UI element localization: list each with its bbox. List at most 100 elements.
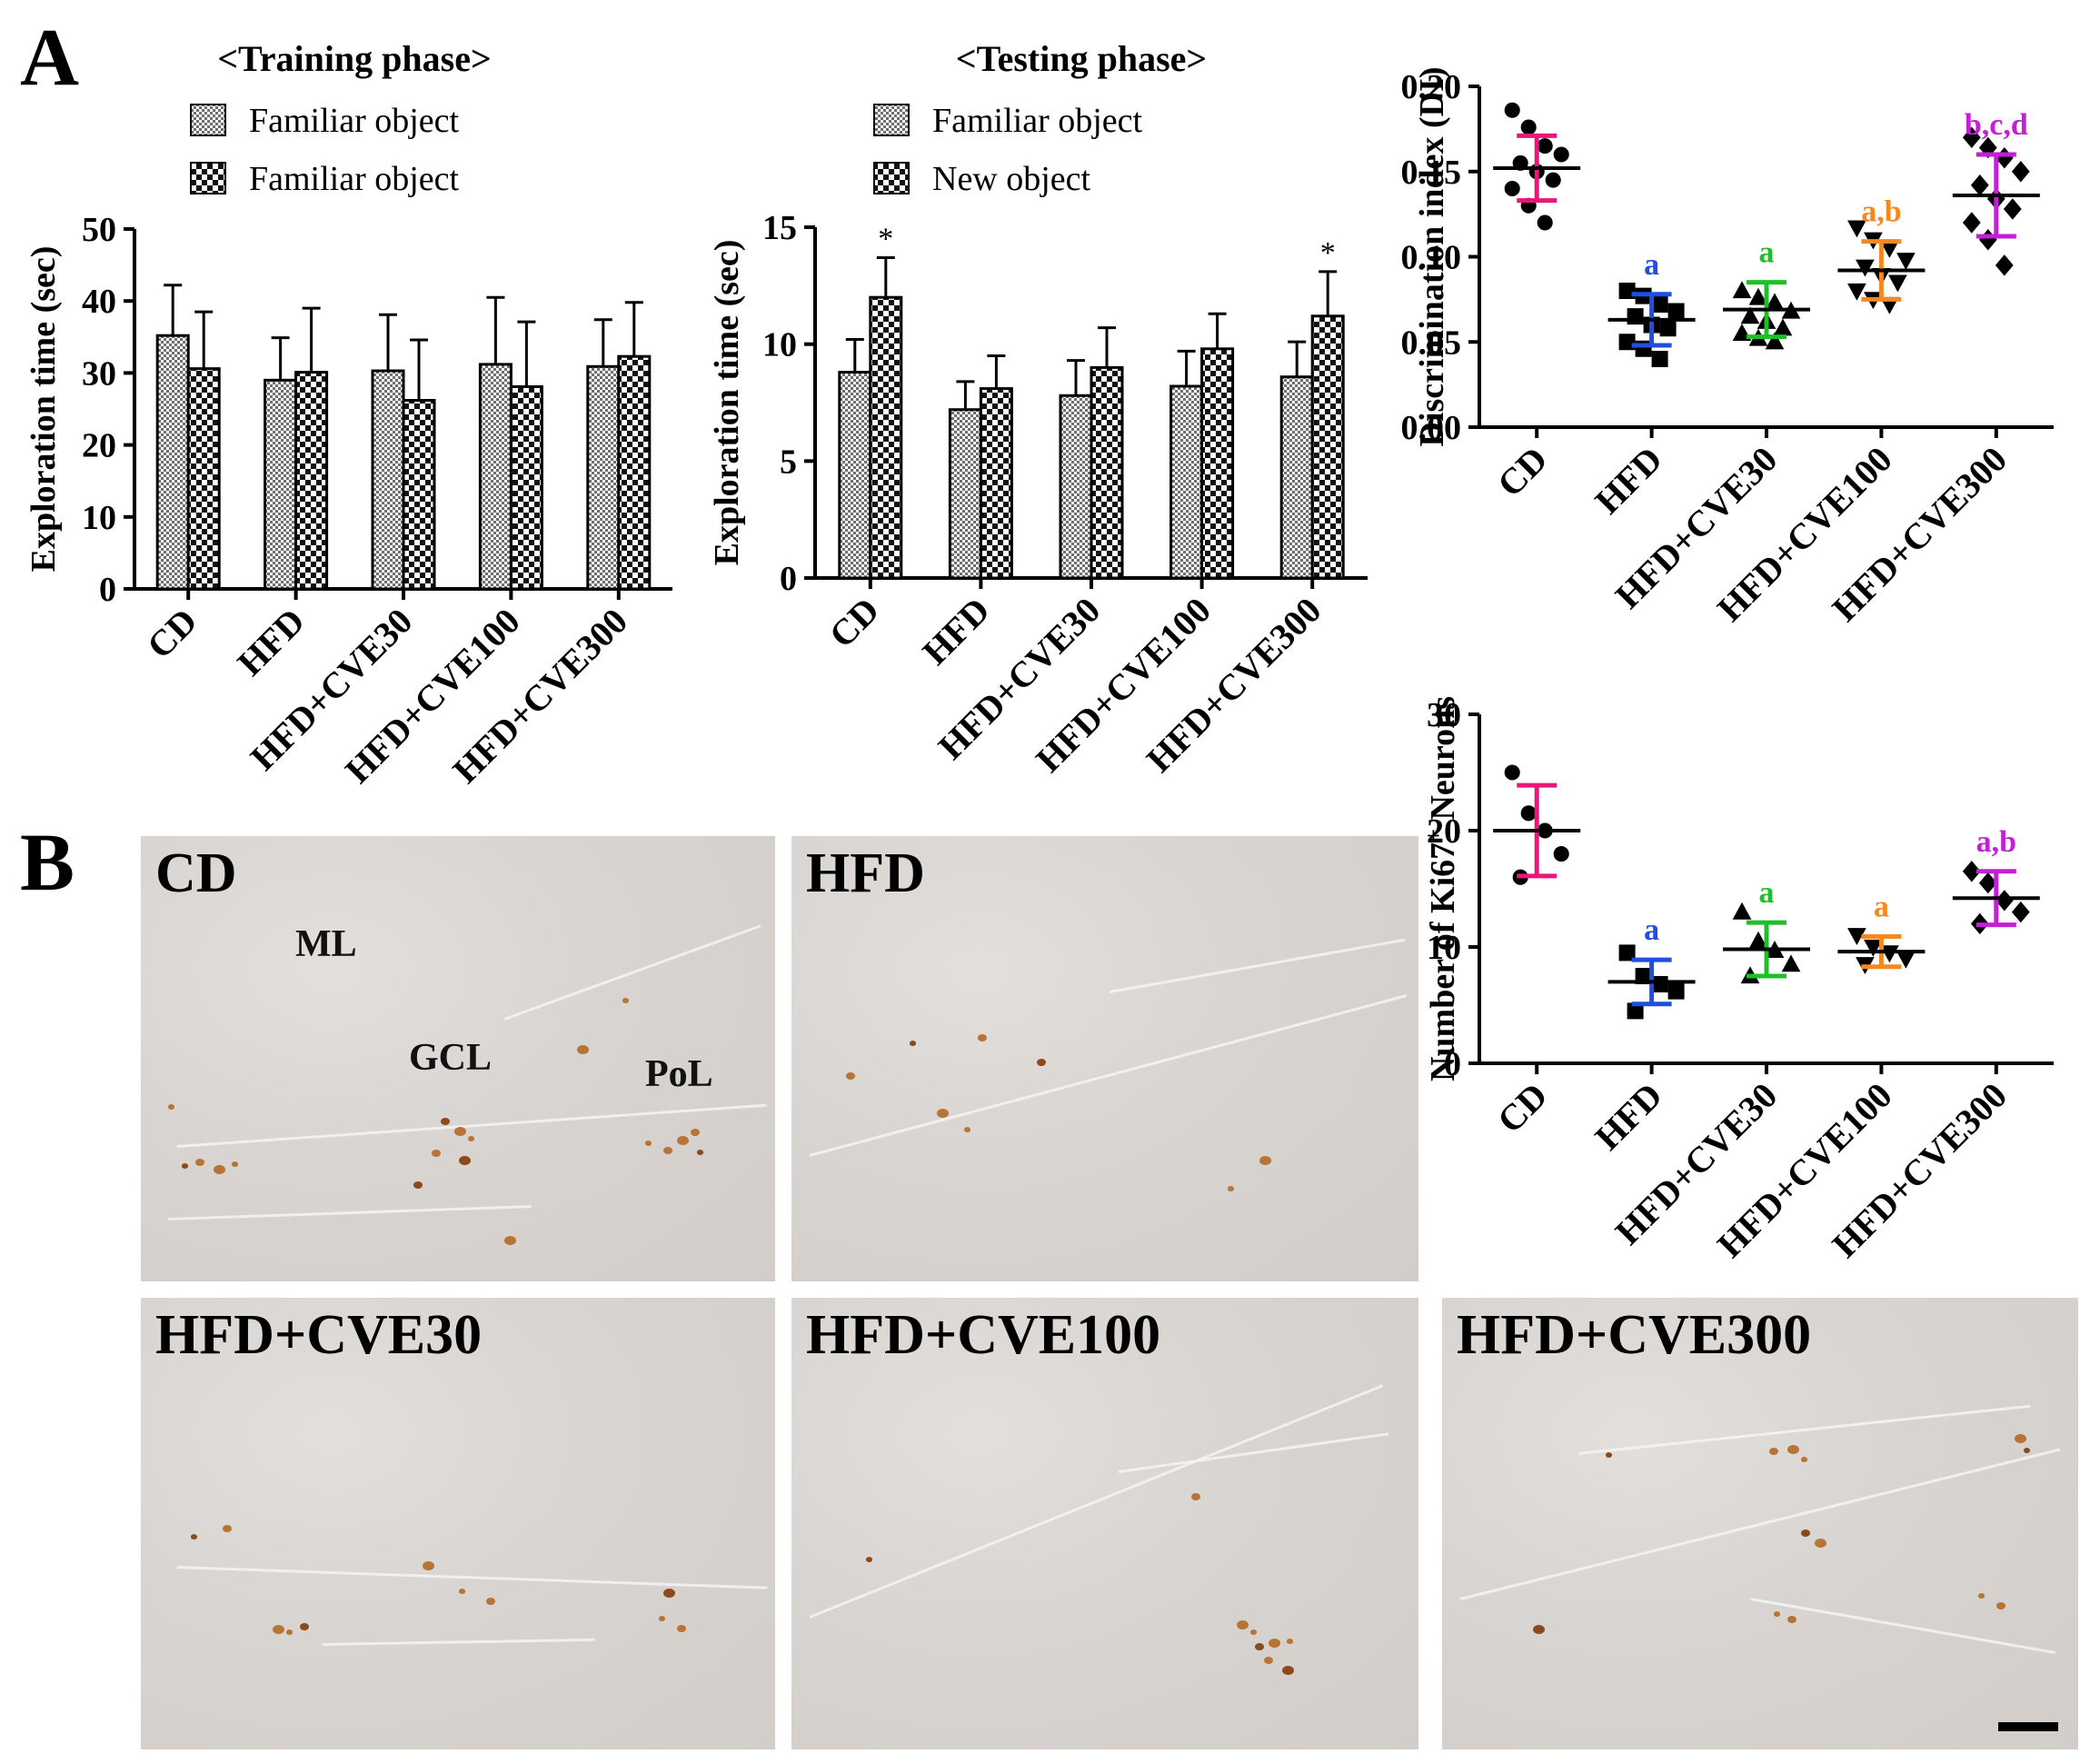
y-tick-label: 30 [1427, 696, 1461, 734]
ki67-positive-cell [1269, 1639, 1280, 1649]
legend-entry: Familiar object [249, 102, 460, 140]
x-tick-label: HFD [229, 601, 313, 684]
significance-star: * [878, 222, 893, 255]
legend-swatch [190, 104, 226, 136]
micrograph-cd: CD ML GCL PoL [141, 836, 775, 1281]
ki67-positive-cell [1801, 1457, 1807, 1462]
bar [155, 334, 190, 591]
ki67-positive-cell [168, 1104, 174, 1110]
data-point [1978, 872, 1997, 894]
ki67-positive-cell [846, 1072, 855, 1080]
ki67-positive-cell [677, 1136, 689, 1146]
tissue-fissure [1750, 1598, 2056, 1655]
data-point [1618, 944, 1636, 962]
data-point [1847, 283, 1866, 301]
bar [1169, 384, 1204, 580]
ki67-positive-cell [423, 1561, 434, 1571]
ki67-positive-cell [504, 1236, 516, 1246]
bar [1200, 347, 1235, 580]
significance-label: a [1759, 876, 1775, 910]
bar [586, 364, 621, 591]
data-point [1504, 180, 1520, 197]
ki67-positive-cell [1996, 1602, 2005, 1610]
data-point [1520, 119, 1537, 135]
tissue-fissure [322, 1638, 595, 1646]
ki67-positive-cell [1287, 1639, 1293, 1644]
micrograph-hfd: HFD [791, 836, 1418, 1281]
ki67-positive-cell [663, 1589, 675, 1599]
significance-label: b,c,d [1965, 108, 2028, 142]
data-point [1896, 253, 1916, 271]
ki67-positive-cell [273, 1625, 284, 1635]
y-tick-label: 10 [762, 326, 797, 364]
ki67-positive-cell [663, 1147, 672, 1154]
data-point [1962, 861, 1981, 882]
y-tick-label: 50 [82, 211, 116, 249]
y-axis-label-part: Neurons [1424, 696, 1462, 829]
legend-swatch [873, 162, 910, 194]
ki67-positive-cell [1282, 1666, 1294, 1676]
tissue-fissure [1459, 1448, 2061, 1600]
data-point [1978, 136, 1997, 159]
data-point [1880, 945, 1899, 963]
tissue-fissure [503, 924, 761, 1021]
ki67-positive-cell [1978, 1593, 1985, 1599]
data-point [1765, 332, 1785, 350]
data-point [1748, 287, 1768, 305]
region-label-ml: ML [295, 923, 357, 965]
data-point [1847, 220, 1866, 238]
data-point [1651, 351, 1668, 367]
bar [617, 354, 652, 591]
ki67-positive-cell [1533, 1625, 1545, 1635]
bar [838, 371, 872, 580]
ki67-positive-cell [2024, 1448, 2030, 1453]
x-tick-label: HFD [914, 590, 998, 673]
tissue-fissure [167, 1205, 532, 1221]
data-point [1748, 931, 1768, 949]
ki67-positive-cell [432, 1150, 441, 1157]
ki67-positive-cell [286, 1629, 293, 1635]
y-axis-label-part: Number of Ki67 [1424, 842, 1462, 1081]
ki67-positive-cell [1769, 1448, 1778, 1455]
ki67-positive-cell [1264, 1657, 1273, 1664]
data-point [1651, 975, 1668, 992]
ki67-positive-cell [1787, 1445, 1799, 1455]
panel-a-label: A [20, 13, 79, 103]
ki67-positive-cell [1606, 1452, 1612, 1458]
ki67-positive-cell [645, 1141, 652, 1146]
ki67-positive-cell [300, 1623, 309, 1630]
ki67-positive-cell [413, 1181, 423, 1189]
ki67-positive-cell [459, 1589, 465, 1594]
y-axis-label: Exploration time (sec) [25, 246, 63, 573]
bar [294, 371, 329, 591]
bar [509, 384, 543, 591]
data-point [1962, 126, 1981, 148]
micrograph-hfd-cve300: HFD+CVE300 [1442, 1298, 2078, 1749]
micrograph-hfd-cve30: HFD+CVE30 [141, 1298, 775, 1749]
bar [186, 367, 221, 591]
legend-entry: New object [932, 160, 1091, 198]
y-tick-label: 30 [82, 354, 116, 393]
data-point [1864, 939, 1883, 957]
ki67-positive-cell [1037, 1059, 1046, 1066]
data-point [1781, 954, 1801, 972]
data-point [1553, 146, 1569, 163]
y-tick-label: 0.10 [1401, 239, 1462, 277]
y-axis-label: Exploration time (sec) [708, 240, 746, 566]
ki67-positive-cell [441, 1118, 450, 1125]
data-point [1504, 102, 1520, 118]
data-point [1627, 1002, 1644, 1020]
tissue-fissure [1577, 1404, 2031, 1455]
x-tick-label: CD [139, 601, 205, 667]
data-point [1880, 241, 1899, 258]
significance-label: a [1874, 890, 1889, 923]
ki67-positive-cell [1259, 1156, 1271, 1166]
significance-star: * [1320, 236, 1336, 270]
micrograph-label: HFD+CVE100 [806, 1304, 1161, 1366]
ki67-positive-cell [459, 1156, 471, 1166]
data-point [1537, 138, 1553, 154]
chart-title: <Testing phase> [956, 38, 1207, 79]
y-tick-label: 0 [99, 571, 116, 609]
